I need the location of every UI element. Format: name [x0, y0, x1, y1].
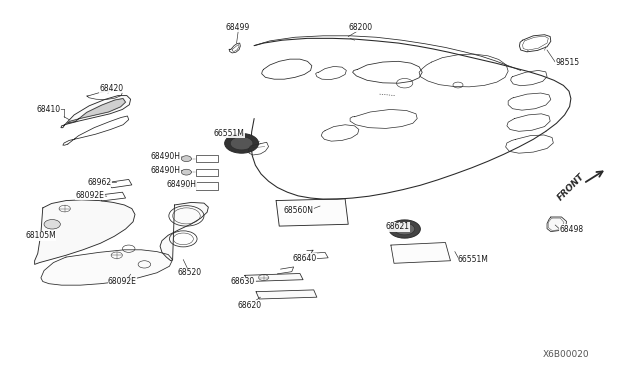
- Text: 68420: 68420: [100, 84, 124, 93]
- Circle shape: [181, 156, 191, 161]
- Polygon shape: [391, 243, 451, 263]
- Circle shape: [395, 223, 415, 235]
- Text: X6B00020: X6B00020: [543, 350, 589, 359]
- Text: 68498: 68498: [559, 225, 584, 234]
- Circle shape: [181, 183, 191, 189]
- Text: 68620: 68620: [237, 301, 262, 310]
- Text: 68962: 68962: [88, 178, 112, 187]
- Text: 68490H: 68490H: [150, 166, 180, 175]
- Polygon shape: [61, 96, 131, 128]
- Text: 68640: 68640: [292, 254, 316, 263]
- Text: 68630: 68630: [231, 278, 255, 286]
- Polygon shape: [67, 99, 125, 123]
- Text: 68621: 68621: [386, 222, 410, 231]
- Text: 68105M: 68105M: [25, 231, 56, 240]
- Polygon shape: [35, 200, 135, 264]
- Text: 66551M: 66551M: [213, 129, 244, 138]
- Text: FRONT: FRONT: [556, 171, 586, 202]
- Text: 66551M: 66551M: [458, 255, 489, 264]
- Text: 68499: 68499: [225, 23, 250, 32]
- Circle shape: [44, 219, 60, 229]
- Polygon shape: [244, 273, 303, 282]
- Bar: [196, 182, 218, 190]
- Text: 98515: 98515: [556, 58, 579, 67]
- Bar: [196, 169, 218, 176]
- Text: 68490H: 68490H: [166, 180, 196, 189]
- Bar: [196, 155, 218, 162]
- Circle shape: [225, 134, 259, 153]
- Circle shape: [389, 220, 420, 238]
- Text: 68092E: 68092E: [76, 190, 104, 200]
- Text: 68410: 68410: [36, 105, 61, 114]
- Circle shape: [181, 169, 191, 175]
- Text: 68560N: 68560N: [284, 206, 314, 215]
- Polygon shape: [41, 250, 173, 285]
- Text: 68520: 68520: [177, 268, 202, 277]
- Polygon shape: [547, 217, 566, 231]
- Polygon shape: [256, 290, 317, 299]
- Text: 68200: 68200: [349, 23, 373, 32]
- Circle shape: [230, 137, 253, 150]
- Text: 68092E: 68092E: [108, 277, 137, 286]
- Polygon shape: [160, 202, 209, 261]
- Polygon shape: [276, 199, 348, 226]
- Text: 68490H: 68490H: [150, 153, 180, 161]
